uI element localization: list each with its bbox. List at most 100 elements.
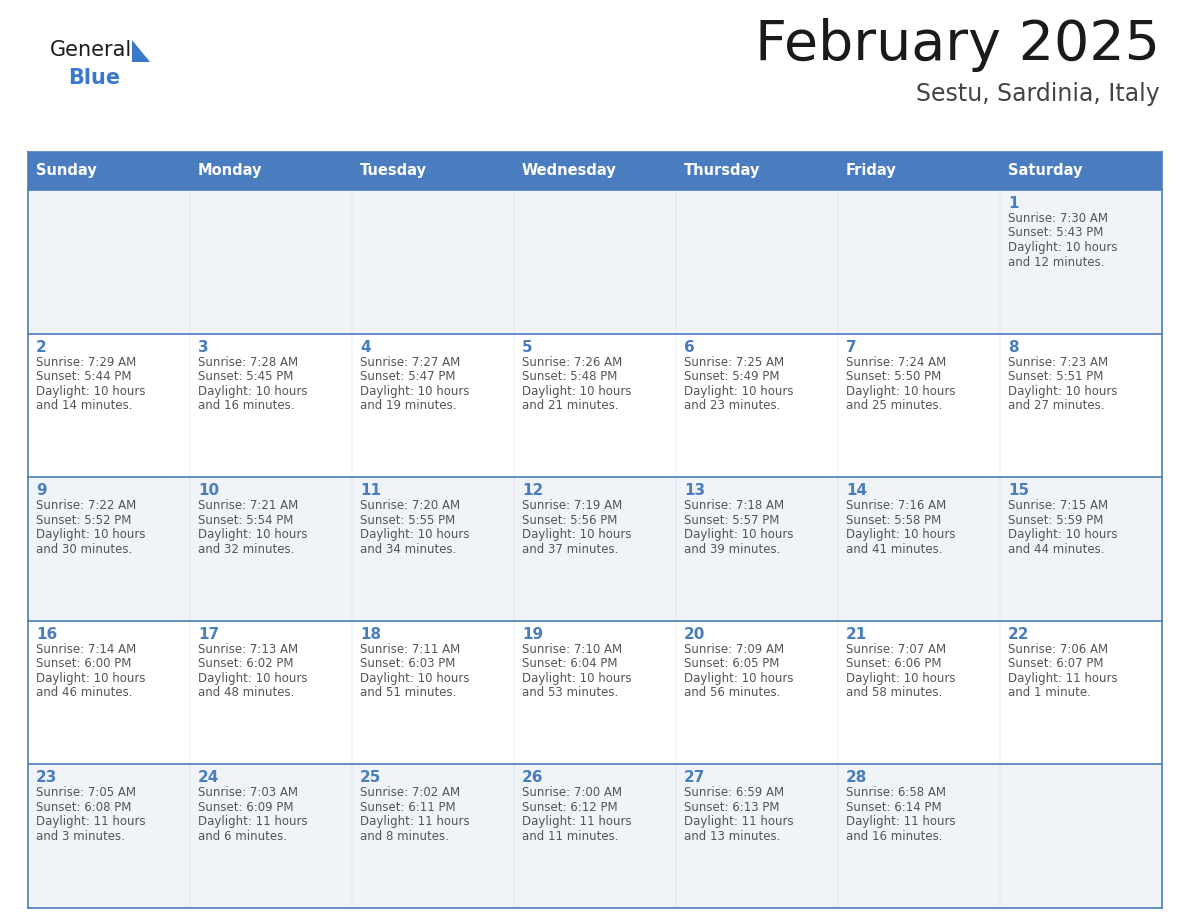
Text: 21: 21: [846, 627, 867, 642]
Text: 14: 14: [846, 483, 867, 498]
Text: 3: 3: [198, 340, 209, 354]
Bar: [676, 333, 838, 477]
Text: Sunset: 5:57 PM: Sunset: 5:57 PM: [684, 514, 779, 527]
Text: Daylight: 11 hours: Daylight: 11 hours: [36, 815, 146, 828]
Bar: [514, 621, 676, 765]
Text: and 37 minutes.: and 37 minutes.: [522, 543, 619, 555]
Text: Sunrise: 7:16 AM: Sunrise: 7:16 AM: [846, 499, 947, 512]
Text: and 19 minutes.: and 19 minutes.: [360, 399, 456, 412]
Text: and 32 minutes.: and 32 minutes.: [198, 543, 295, 555]
Text: Daylight: 10 hours: Daylight: 10 hours: [360, 672, 469, 685]
Text: Daylight: 11 hours: Daylight: 11 hours: [522, 815, 632, 828]
Text: Daylight: 10 hours: Daylight: 10 hours: [198, 528, 308, 542]
Text: Sunset: 6:02 PM: Sunset: 6:02 PM: [198, 657, 293, 670]
Text: Sunrise: 7:19 AM: Sunrise: 7:19 AM: [522, 499, 623, 512]
Text: 7: 7: [846, 340, 857, 354]
Text: 19: 19: [522, 627, 543, 642]
Text: 13: 13: [684, 483, 706, 498]
Text: Sunset: 6:09 PM: Sunset: 6:09 PM: [198, 800, 293, 814]
Text: and 3 minutes.: and 3 minutes.: [36, 830, 125, 843]
Text: Sunrise: 7:00 AM: Sunrise: 7:00 AM: [522, 787, 623, 800]
Bar: [1000, 621, 1162, 765]
Bar: [352, 190, 514, 333]
Text: Sunset: 6:04 PM: Sunset: 6:04 PM: [522, 657, 618, 670]
Text: Sunrise: 7:24 AM: Sunrise: 7:24 AM: [846, 355, 947, 369]
Text: General: General: [50, 40, 132, 60]
Text: Sunset: 6:07 PM: Sunset: 6:07 PM: [1007, 657, 1104, 670]
Text: Daylight: 10 hours: Daylight: 10 hours: [36, 528, 145, 542]
Text: Sunset: 5:44 PM: Sunset: 5:44 PM: [36, 370, 132, 383]
Text: and 14 minutes.: and 14 minutes.: [36, 399, 133, 412]
Text: Sunrise: 6:59 AM: Sunrise: 6:59 AM: [684, 787, 784, 800]
Text: and 12 minutes.: and 12 minutes.: [1007, 255, 1105, 268]
Bar: [676, 190, 838, 333]
Text: Sunrise: 7:30 AM: Sunrise: 7:30 AM: [1007, 212, 1108, 225]
Text: Saturday: Saturday: [1007, 163, 1082, 178]
Text: Sunset: 5:45 PM: Sunset: 5:45 PM: [198, 370, 293, 383]
Text: Sunrise: 7:02 AM: Sunrise: 7:02 AM: [360, 787, 460, 800]
Text: and 58 minutes.: and 58 minutes.: [846, 687, 942, 700]
Text: 4: 4: [360, 340, 371, 354]
Text: Sunset: 5:54 PM: Sunset: 5:54 PM: [198, 514, 293, 527]
Text: Blue: Blue: [68, 68, 120, 88]
Text: and 1 minute.: and 1 minute.: [1007, 687, 1091, 700]
Text: Sunrise: 7:11 AM: Sunrise: 7:11 AM: [360, 643, 460, 655]
Bar: [1000, 765, 1162, 908]
Bar: [676, 477, 838, 621]
Bar: [838, 477, 1000, 621]
Text: Sunrise: 7:18 AM: Sunrise: 7:18 AM: [684, 499, 784, 512]
Text: and 13 minutes.: and 13 minutes.: [684, 830, 781, 843]
Text: Daylight: 10 hours: Daylight: 10 hours: [360, 528, 469, 542]
Bar: [1000, 190, 1162, 333]
Text: Sunset: 5:51 PM: Sunset: 5:51 PM: [1007, 370, 1104, 383]
Bar: [838, 765, 1000, 908]
Text: Daylight: 11 hours: Daylight: 11 hours: [684, 815, 794, 828]
Text: Sunset: 5:55 PM: Sunset: 5:55 PM: [360, 514, 455, 527]
Text: Daylight: 10 hours: Daylight: 10 hours: [1007, 385, 1118, 397]
Text: Daylight: 10 hours: Daylight: 10 hours: [522, 528, 632, 542]
Text: and 16 minutes.: and 16 minutes.: [198, 399, 295, 412]
Bar: [29, 477, 190, 621]
Text: 18: 18: [360, 627, 381, 642]
Text: Daylight: 10 hours: Daylight: 10 hours: [846, 672, 955, 685]
Text: Sunset: 6:11 PM: Sunset: 6:11 PM: [360, 800, 456, 814]
Text: Daylight: 11 hours: Daylight: 11 hours: [1007, 672, 1118, 685]
Text: Daylight: 10 hours: Daylight: 10 hours: [1007, 528, 1118, 542]
Text: and 41 minutes.: and 41 minutes.: [846, 543, 942, 555]
Text: Sunrise: 7:28 AM: Sunrise: 7:28 AM: [198, 355, 298, 369]
Text: 28: 28: [846, 770, 867, 786]
Text: Daylight: 10 hours: Daylight: 10 hours: [360, 385, 469, 397]
Text: and 46 minutes.: and 46 minutes.: [36, 687, 133, 700]
Text: Daylight: 10 hours: Daylight: 10 hours: [684, 672, 794, 685]
Text: 9: 9: [36, 483, 46, 498]
Text: Sunset: 6:05 PM: Sunset: 6:05 PM: [684, 657, 779, 670]
Text: and 25 minutes.: and 25 minutes.: [846, 399, 942, 412]
Text: 8: 8: [1007, 340, 1018, 354]
Text: and 16 minutes.: and 16 minutes.: [846, 830, 942, 843]
Text: Daylight: 10 hours: Daylight: 10 hours: [522, 672, 632, 685]
Text: Daylight: 10 hours: Daylight: 10 hours: [684, 528, 794, 542]
Text: Sunset: 6:14 PM: Sunset: 6:14 PM: [846, 800, 942, 814]
Text: Sunrise: 7:06 AM: Sunrise: 7:06 AM: [1007, 643, 1108, 655]
Text: Sunset: 5:58 PM: Sunset: 5:58 PM: [846, 514, 941, 527]
Text: 27: 27: [684, 770, 706, 786]
Text: Sunset: 5:56 PM: Sunset: 5:56 PM: [522, 514, 618, 527]
Text: Sunrise: 7:15 AM: Sunrise: 7:15 AM: [1007, 499, 1108, 512]
Text: 16: 16: [36, 627, 57, 642]
Text: Sunrise: 7:09 AM: Sunrise: 7:09 AM: [684, 643, 784, 655]
Bar: [676, 765, 838, 908]
Text: Sunset: 5:47 PM: Sunset: 5:47 PM: [360, 370, 455, 383]
Text: Sunset: 5:49 PM: Sunset: 5:49 PM: [684, 370, 779, 383]
Text: Daylight: 10 hours: Daylight: 10 hours: [198, 672, 308, 685]
Text: 2: 2: [36, 340, 46, 354]
Text: and 27 minutes.: and 27 minutes.: [1007, 399, 1105, 412]
Text: Sunrise: 7:27 AM: Sunrise: 7:27 AM: [360, 355, 460, 369]
Text: Sunrise: 7:07 AM: Sunrise: 7:07 AM: [846, 643, 946, 655]
Text: Sestu, Sardinia, Italy: Sestu, Sardinia, Italy: [916, 82, 1159, 106]
Text: Thursday: Thursday: [684, 163, 760, 178]
Text: and 56 minutes.: and 56 minutes.: [684, 687, 781, 700]
Text: Sunrise: 7:29 AM: Sunrise: 7:29 AM: [36, 355, 137, 369]
Text: 11: 11: [360, 483, 381, 498]
Text: Sunrise: 7:23 AM: Sunrise: 7:23 AM: [1007, 355, 1108, 369]
Text: Daylight: 10 hours: Daylight: 10 hours: [198, 385, 308, 397]
